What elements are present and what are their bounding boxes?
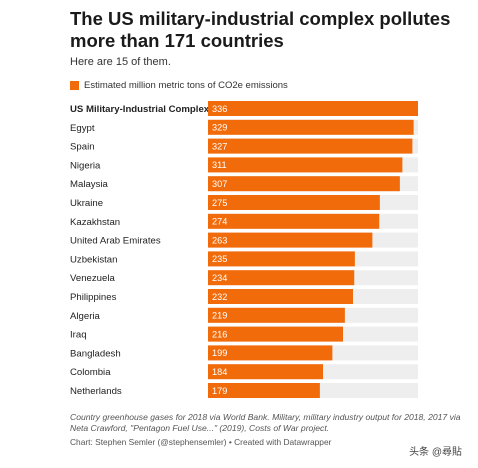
- category-label: Colombia: [70, 367, 111, 378]
- value-label: 327: [212, 141, 227, 151]
- bar: [208, 364, 323, 380]
- bar-row: United Arab Emirates 263: [70, 232, 418, 248]
- value-label: 179: [212, 386, 227, 396]
- bar: [208, 138, 413, 154]
- chart-credit: Chart: Stephen Semler (@stephensemler) •…: [70, 437, 332, 447]
- legend: Estimated million metric tons of CO2e em…: [70, 80, 288, 91]
- category-label: Uzbekistan: [70, 254, 117, 265]
- value-label: 219: [212, 311, 227, 321]
- category-label: Malaysia: [70, 179, 109, 190]
- category-label: Spain: [70, 142, 95, 153]
- category-label: Philippines: [70, 292, 117, 303]
- legend-swatch: [70, 81, 79, 90]
- category-label: Egypt: [70, 123, 95, 134]
- bar: [208, 345, 333, 361]
- chart-title: The US military-industrial complex pollu…: [70, 8, 451, 51]
- value-label: 234: [212, 273, 227, 283]
- category-label: United Arab Emirates: [70, 236, 161, 247]
- value-label: 329: [212, 123, 227, 133]
- bar: [208, 326, 343, 342]
- bar-row: Ukraine 275: [70, 195, 418, 210]
- bar-row: Spain 327: [70, 138, 418, 154]
- source-notes: Country greenhouse gases for 2018 via Wo…: [70, 412, 461, 433]
- bar: [208, 176, 400, 192]
- bar: [208, 289, 353, 304]
- category-label: Bangladesh: [70, 348, 121, 359]
- chart-subtitle: Here are 15 of them.: [70, 56, 171, 68]
- bar: [208, 157, 403, 173]
- bar-row: Iraq 216: [70, 326, 418, 342]
- legend-label: Estimated million metric tons of CO2e em…: [84, 80, 288, 91]
- bar-row: Algeria 219: [70, 307, 418, 323]
- category-label: Iraq: [70, 330, 87, 341]
- bar-row: Colombia 184: [70, 364, 418, 380]
- value-label: 235: [212, 254, 227, 264]
- value-label: 274: [212, 217, 227, 227]
- bar: [208, 383, 320, 398]
- category-label: Venezuela: [70, 273, 115, 284]
- value-label: 232: [212, 292, 227, 302]
- bar-chart: US Military-Industrial Complex 336 Egypt 32…: [70, 101, 418, 398]
- bar: [208, 119, 414, 135]
- bar-row: Philippines 232: [70, 289, 418, 304]
- value-label: 216: [212, 329, 227, 339]
- bar-row: Kazakhstan 274: [70, 213, 418, 229]
- category-label: Ukraine: [70, 198, 103, 209]
- value-label: 275: [212, 198, 227, 208]
- bar: [208, 101, 418, 116]
- value-label: 199: [212, 348, 227, 358]
- watermark: 头条 @尋貼: [409, 447, 462, 458]
- bar: [208, 270, 355, 286]
- bar: [208, 213, 380, 229]
- category-label: Algeria: [70, 311, 101, 322]
- bar-row: Netherlands 179: [70, 383, 418, 398]
- bar-row: Bangladesh 199: [70, 345, 418, 361]
- bar-row: Egypt 329: [70, 119, 418, 135]
- bar-row: Venezuela 234: [70, 270, 418, 286]
- bar-row: Uzbekistan 235: [70, 251, 418, 267]
- category-label: US Military-Industrial Complex: [70, 104, 210, 115]
- bar-row: Malaysia 307: [70, 176, 418, 192]
- value-label: 263: [212, 235, 227, 245]
- bar: [208, 251, 355, 267]
- category-label: Kazakhstan: [70, 217, 120, 228]
- value-label: 311: [212, 160, 227, 170]
- value-label: 184: [212, 367, 227, 377]
- value-label: 307: [212, 179, 227, 189]
- category-label: Netherlands: [70, 386, 122, 397]
- bar-row: US Military-Industrial Complex 336: [70, 101, 418, 116]
- bar: [208, 195, 380, 210]
- value-label: 336: [212, 104, 227, 114]
- bar-row: Nigeria 311: [70, 157, 418, 173]
- bar: [208, 307, 345, 323]
- category-label: Nigeria: [70, 160, 101, 171]
- bar: [208, 232, 373, 248]
